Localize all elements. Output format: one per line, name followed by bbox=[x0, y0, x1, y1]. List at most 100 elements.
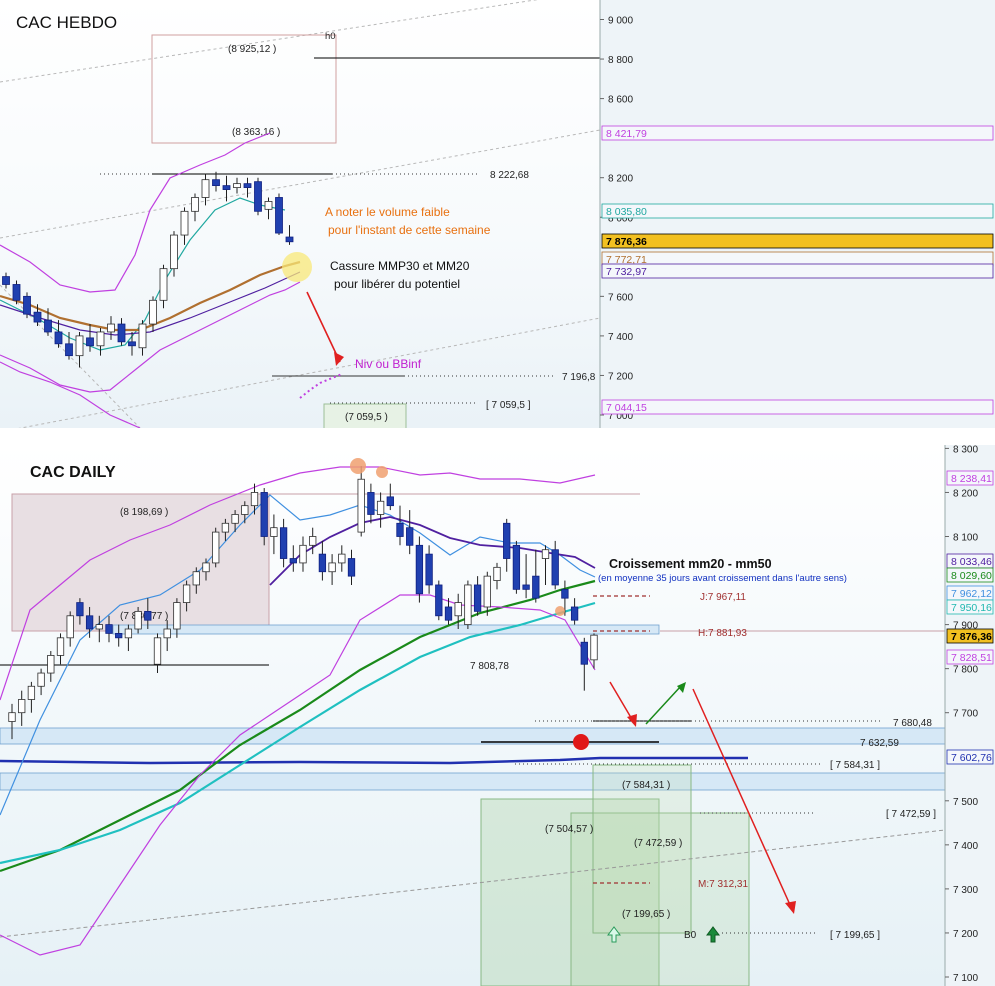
daily-candle bbox=[425, 553, 433, 586]
label-h-level: H:7 881,93 bbox=[698, 628, 747, 639]
ma200-daily bbox=[0, 756, 748, 765]
projection-box-2 bbox=[570, 812, 750, 986]
arrow-red-short-head bbox=[627, 714, 637, 727]
daily-candle bbox=[357, 478, 365, 533]
price-axis bbox=[945, 445, 995, 986]
weekly-candle bbox=[285, 236, 294, 243]
arrow-red-long bbox=[692, 688, 792, 908]
cross-subtitle: (en moyenne 35 jours avant croissement d… bbox=[598, 573, 847, 584]
low-box bbox=[323, 403, 407, 428]
daily-candle bbox=[347, 558, 356, 577]
daily-title: CAC DAILY bbox=[30, 464, 116, 481]
axis-tick-label: 7 400 bbox=[608, 332, 633, 343]
weekly-candle bbox=[86, 337, 94, 347]
weekly-candle bbox=[12, 284, 21, 301]
red-dot-marker bbox=[573, 734, 589, 750]
daily-candle bbox=[105, 624, 113, 634]
daily-candle bbox=[212, 531, 220, 564]
ma-long-weekly bbox=[0, 271, 301, 336]
price-tag-box bbox=[946, 470, 994, 486]
price-tag-label: 7 044,15 bbox=[606, 402, 647, 414]
daily-candle bbox=[85, 615, 94, 630]
label-7472: [ 7 472,59 ] bbox=[886, 809, 936, 820]
price-tag-label: 7 876,36 bbox=[951, 631, 992, 643]
daily-candle bbox=[396, 522, 404, 537]
daily-candle bbox=[415, 544, 424, 595]
label-h0: h0 bbox=[325, 31, 336, 42]
daily-candle bbox=[386, 496, 394, 507]
daily-candle bbox=[279, 527, 288, 559]
price-tag-box bbox=[946, 567, 994, 583]
arrow-green-head bbox=[677, 682, 686, 693]
axis-tick-label: 8 000 bbox=[608, 213, 633, 224]
daily-candle bbox=[95, 624, 103, 630]
cross-title: Croissement mm20 - mm50 bbox=[609, 557, 772, 571]
top-marker-2 bbox=[376, 466, 388, 478]
weekly-candle bbox=[2, 276, 10, 285]
arrow-green bbox=[645, 685, 682, 725]
weekly-candle bbox=[222, 185, 231, 190]
daily-candle bbox=[503, 522, 511, 559]
panel-separator bbox=[0, 428, 995, 445]
label-7680: 7 680,48 bbox=[893, 718, 932, 729]
daily-candle bbox=[173, 602, 181, 630]
label-7584: [ 7 584,31 ] bbox=[830, 760, 880, 771]
price-tag-label: 8 421,79 bbox=[606, 128, 647, 140]
weekly-chart: (8 925,12 ) (8 363,16 ) h0 8 222,68 7 196,8 [… bbox=[0, 0, 995, 428]
weekly-chart-panel: (8 925,12 ) (8 363,16 ) h0 8 222,68 7 196,8 [… bbox=[0, 0, 995, 428]
daily-candle bbox=[76, 602, 84, 617]
bollinger-lower bbox=[0, 281, 301, 393]
top-marker-1 bbox=[350, 458, 366, 474]
daily-candle bbox=[444, 606, 453, 621]
daily-candle bbox=[483, 575, 491, 608]
weekly-candle bbox=[243, 183, 252, 188]
break-line-2: pour libérer du potentiel bbox=[334, 277, 460, 291]
daily-candle bbox=[241, 505, 249, 515]
price-tag-label: 7 828,51 bbox=[951, 652, 992, 664]
price-tag-label: 7 602,76 bbox=[951, 752, 992, 764]
daily-candle bbox=[270, 527, 278, 537]
label-resistance: 8 222,68 bbox=[490, 170, 529, 181]
price-tag-box bbox=[601, 399, 994, 415]
price-tag-box bbox=[946, 628, 994, 644]
price-tag-label: 8 035,80 bbox=[606, 206, 647, 218]
daily-candle bbox=[144, 610, 152, 621]
daily-candle bbox=[250, 492, 259, 507]
weekly-candle bbox=[275, 197, 283, 234]
price-tag-box bbox=[946, 749, 994, 765]
daily-candle bbox=[192, 571, 200, 586]
axis-tick-label: 7 700 bbox=[953, 709, 978, 720]
price-tag-box bbox=[601, 233, 994, 249]
daily-candle bbox=[541, 549, 550, 559]
label-box-top: (8 925,12 ) bbox=[228, 44, 276, 55]
daily-candle bbox=[37, 672, 45, 687]
weekly-candle bbox=[138, 323, 147, 349]
bollinger-lower-daily bbox=[0, 594, 596, 956]
price-tag-label: 7 772,71 bbox=[606, 254, 647, 266]
projection-box-3 bbox=[592, 764, 692, 934]
up-arrow-dark-icon bbox=[706, 926, 720, 943]
bollinger-lower-old bbox=[0, 361, 141, 428]
price-tag-label: 7 962,12 bbox=[951, 588, 992, 600]
daily-candle bbox=[454, 602, 462, 617]
label-box-bottom: (8 363,16 ) bbox=[232, 127, 280, 138]
projection-box-1 bbox=[480, 798, 660, 986]
weekly-background bbox=[0, 0, 600, 428]
weekly-candle bbox=[254, 181, 262, 212]
label-box-7584: (7 584,31 ) bbox=[622, 780, 670, 791]
axis-tick-label: 7 900 bbox=[953, 621, 978, 632]
arrow-head-weekly bbox=[334, 352, 344, 366]
daily-candle bbox=[318, 553, 327, 573]
axis-tick-label: 7 100 bbox=[953, 973, 978, 984]
daily-candle bbox=[47, 655, 55, 674]
arrow-red-short bbox=[609, 681, 634, 722]
weekly-candle bbox=[107, 323, 115, 333]
daily-candle bbox=[435, 584, 443, 617]
note-line-2: pour l'instant de cette semaine bbox=[328, 223, 491, 237]
price-tag-label: 7 950,16 bbox=[951, 602, 992, 614]
daily-candle bbox=[66, 615, 74, 639]
price-tag-label: 7 732,97 bbox=[606, 266, 647, 278]
daily-chart: (8 198,69 )(7 886,77 )7 808,787 680,487 … bbox=[0, 445, 995, 986]
daily-candle bbox=[473, 584, 482, 612]
label-box-7504: (7 504,57 ) bbox=[545, 824, 593, 835]
